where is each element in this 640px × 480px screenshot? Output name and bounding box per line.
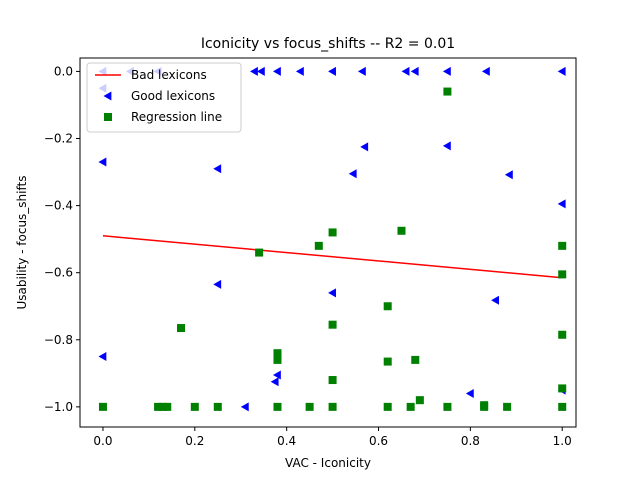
legend-entry: Regression line [104,110,222,124]
square-point [177,324,186,333]
square-point [397,226,406,235]
triangle-point [240,402,249,412]
square-point [411,355,420,364]
triangle-point [272,66,281,76]
x-tick-label: 0.2 [185,434,204,448]
legend-marker-swatch [104,113,112,121]
legend-entry: Good lexicons [103,89,215,103]
chart-title: Iconicity vs focus_shifts -- R2 = 0.01 [201,36,455,52]
triangle-point [481,66,490,76]
y-tick-label: −0.8 [44,333,73,347]
square-point [558,241,567,250]
triangle-point [295,66,304,76]
y-tick-label: −0.2 [44,132,73,146]
x-tick-label: 0.4 [277,434,296,448]
triangle-point [256,66,265,76]
y-tick-label: −0.4 [44,199,73,213]
triangle-point [348,169,357,179]
y-tick-label: 0.0 [54,64,73,78]
square-point [314,241,323,250]
triangle-point [213,279,222,289]
triangle-point [442,66,451,76]
legend-marker-swatch [103,91,112,101]
square-point [558,270,567,279]
square-point [443,402,452,411]
square-point [163,402,172,411]
square-point [305,402,314,411]
square-point [406,402,415,411]
square-point [328,376,337,385]
y-axis-label: Usability - focus_shifts [15,176,29,310]
triangle-point [557,66,566,76]
y-tick-label: −0.6 [44,266,73,280]
square-point [328,228,337,237]
square-point [273,402,282,411]
triangle-point [213,164,222,174]
triangle-point [360,142,369,152]
square-point [154,402,163,411]
triangle-point [270,377,279,387]
square-point [98,402,107,411]
x-tick-label: 1.0 [553,434,572,448]
square-point [158,402,167,411]
triangle-point [557,199,566,209]
square-point [503,402,512,411]
triangle-point [442,141,451,151]
legend-label: Good lexicons [131,89,215,103]
square-point [273,349,282,358]
triangle-point [410,66,419,76]
triangle-point [328,288,336,298]
square-point [190,402,199,411]
square-point [328,402,337,411]
triangle-point [465,388,474,398]
legend-box [86,62,242,133]
x-tick-label: 0.6 [369,434,388,448]
square-point [383,302,392,311]
triangle-point [272,370,281,380]
triangle-point [504,170,513,180]
triangle-point [250,66,258,76]
plot-frame [79,57,577,428]
y-tick-label: −1.0 [44,400,73,414]
triangle-point [98,157,107,167]
trend-line [102,235,563,279]
square-point [383,402,392,411]
legend-entry: Bad lexicons [95,68,207,82]
square-point [415,396,424,405]
legend-label: Bad lexicons [131,68,207,82]
x-tick-label: 0.0 [93,434,112,448]
square-point [213,402,222,411]
square-point [480,401,489,410]
square-point [255,248,264,257]
legend: Bad lexicons Good lexicons Regression line [86,62,242,133]
triangle-point [401,66,410,76]
square-point [558,402,567,411]
triangle-point [328,66,336,76]
triangle-point [357,66,366,76]
x-tick-label: 0.8 [461,434,480,448]
square-point [328,320,337,329]
series-0 [102,235,563,279]
triangle-point [491,295,500,305]
square-point [273,355,282,364]
x-axis-label: VAC - Iconicity [285,456,371,470]
axes: 0.0 0.2 0.4 0.6 0.8 1.0 0.0 −0.2 −0.4 −0.6 −0.8 −1.… [44,64,572,448]
series-2 [98,87,567,411]
legend-label: Regression line [131,110,222,124]
square-point [383,357,392,366]
square-point [443,87,452,96]
square-point [558,384,567,393]
triangle-point [98,352,107,362]
square-point [558,330,567,339]
